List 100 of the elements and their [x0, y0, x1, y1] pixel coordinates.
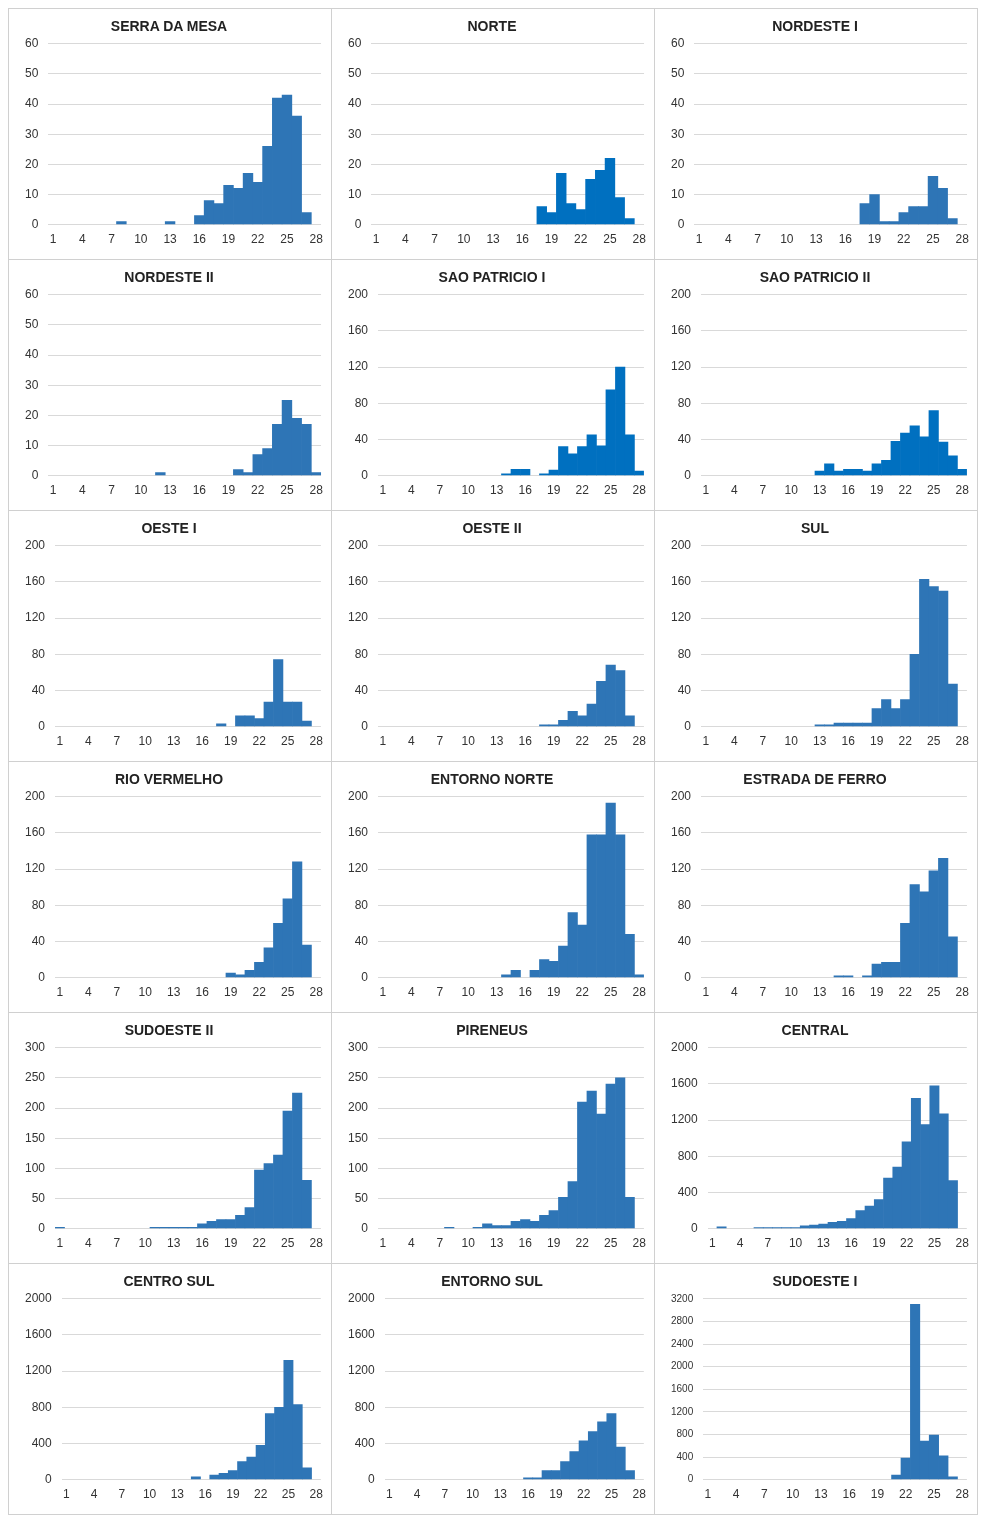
y-tick-label: 10 [670, 186, 685, 201]
chart-title: CENTRO SUL [123, 1273, 215, 1290]
chart-title: SUDOESTE I [772, 1273, 858, 1290]
x-tick-label: 4 [407, 985, 415, 1000]
x-tick-label: 19 [870, 483, 884, 498]
y-tick-label: 160 [670, 825, 692, 840]
y-tick-label: 0 [684, 467, 692, 482]
x-tick-label: 7 [761, 1487, 769, 1502]
y-tick-label: 60 [24, 36, 39, 51]
y-tick-label: 160 [347, 825, 369, 840]
y-tick-label: 160 [670, 323, 692, 338]
chart-title: NORDESTE I [772, 18, 858, 35]
y-tick-label: 2400 [671, 1337, 694, 1349]
y-tick-label: 50 [31, 1190, 46, 1205]
x-tick-label: 7 [108, 232, 116, 247]
x-tick-label: 25 [281, 1487, 296, 1502]
x-tick-label: 4 [736, 1236, 744, 1251]
x-tick-label: 7 [759, 483, 767, 498]
x-tick-label: 16 [841, 734, 856, 749]
y-tick-label: 0 [361, 718, 369, 733]
x-tick-label: 10 [138, 985, 153, 1000]
y-tick-label: 400 [677, 1184, 699, 1199]
x-tick-label: 13 [167, 985, 181, 1000]
y-tick-label: 100 [24, 1160, 46, 1175]
y-tick-label: 0 [361, 1220, 369, 1235]
x-tick-label: 7 [431, 232, 439, 247]
y-tick-label: 20 [24, 156, 39, 171]
y-tick-label: 40 [24, 347, 39, 362]
y-tick-label: 400 [31, 1435, 53, 1450]
x-tick-label: 7 [764, 1236, 772, 1251]
x-tick-label: 10 [784, 483, 799, 498]
x-tick-label: 4 [725, 232, 733, 247]
x-tick-label: 25 [926, 232, 940, 247]
x-tick-label: 13 [813, 985, 827, 1000]
y-tick-label: 40 [347, 96, 362, 111]
x-tick-label: 7 [759, 985, 767, 1000]
y-tick-label: 40 [670, 96, 685, 111]
x-tick-label: 1 [379, 985, 387, 1000]
y-tick-label: 10 [24, 186, 39, 201]
y-tick-label: 150 [347, 1130, 369, 1145]
x-tick-label: 19 [872, 1236, 886, 1251]
y-tick-label: 50 [354, 1190, 369, 1205]
x-tick-label: 25 [604, 1236, 618, 1251]
x-tick-label: 28 [632, 1236, 647, 1251]
x-tick-label: 10 [461, 1236, 476, 1251]
x-tick-label: 13 [167, 1236, 181, 1251]
x-tick-label: 25 [604, 1487, 619, 1502]
x-tick-label: 1 [379, 734, 387, 749]
y-tick-label: 800 [677, 1148, 699, 1163]
x-tick-label: 13 [493, 1487, 508, 1502]
x-tick-label: 10 [784, 734, 799, 749]
y-tick-label: 0 [691, 1220, 699, 1235]
y-tick-label: 120 [24, 861, 46, 876]
x-tick-label: 28 [309, 734, 324, 749]
x-tick-label: 25 [281, 985, 295, 1000]
x-tick-label: 10 [142, 1487, 157, 1502]
x-tick-label: 13 [163, 483, 178, 498]
x-tick-label: 13 [814, 1487, 828, 1502]
x-tick-label: 1 [62, 1487, 70, 1502]
x-tick-label: 13 [490, 985, 504, 1000]
x-tick-label: 22 [897, 232, 911, 247]
y-tick-label: 30 [24, 126, 39, 141]
x-tick-label: 22 [574, 232, 588, 247]
x-tick-label: 10 [780, 232, 794, 247]
x-tick-label: 4 [84, 734, 92, 749]
y-tick-label: 200 [670, 789, 692, 804]
y-tick-label: 50 [24, 66, 39, 81]
x-tick-label: 28 [309, 985, 324, 1000]
y-tick-label: 60 [24, 287, 39, 302]
y-tick-label: 80 [354, 395, 369, 410]
y-tick-label: 160 [347, 574, 369, 589]
y-tick-label: 1200 [347, 1363, 376, 1378]
chart-title: ESTRADA DE FERRO [743, 771, 887, 788]
y-tick-label: 40 [24, 96, 39, 111]
x-tick-label: 16 [192, 483, 207, 498]
y-tick-label: 40 [677, 933, 692, 948]
y-tick-label: 120 [24, 610, 46, 625]
x-tick-label: 22 [253, 1487, 268, 1502]
x-tick-label: 19 [224, 1236, 238, 1251]
x-tick-label: 19 [221, 483, 236, 498]
x-tick-label: 1 [704, 1487, 712, 1502]
x-tick-label: 4 [732, 1487, 740, 1502]
y-tick-label: 0 [687, 1473, 694, 1485]
x-tick-label: 1 [56, 985, 64, 1000]
x-tick-label: 19 [226, 1487, 240, 1502]
x-tick-label: 1 [695, 232, 703, 247]
x-tick-label: 13 [813, 734, 827, 749]
x-tick-label: 16 [518, 483, 533, 498]
y-tick-label: 800 [676, 1428, 694, 1440]
y-tick-label: 2000 [670, 1040, 699, 1055]
x-tick-label: 16 [192, 232, 207, 247]
x-tick-label: 16 [844, 1236, 859, 1251]
y-tick-label: 800 [354, 1399, 376, 1414]
y-tick-label: 80 [677, 646, 692, 661]
x-tick-label: 13 [490, 734, 504, 749]
x-tick-label: 13 [167, 734, 181, 749]
x-tick-label: 25 [927, 483, 941, 498]
chart-title: PIRENEUS [456, 1022, 528, 1039]
x-tick-label: 19 [547, 734, 561, 749]
chart-title: SAO PATRICIO I [438, 269, 546, 286]
